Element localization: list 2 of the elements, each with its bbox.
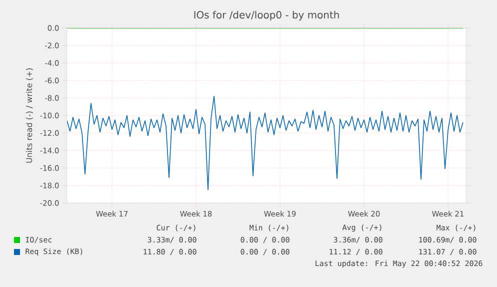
line-series xyxy=(67,96,464,190)
chart-title: IOs for /dev/loop0 - by month xyxy=(194,10,339,21)
